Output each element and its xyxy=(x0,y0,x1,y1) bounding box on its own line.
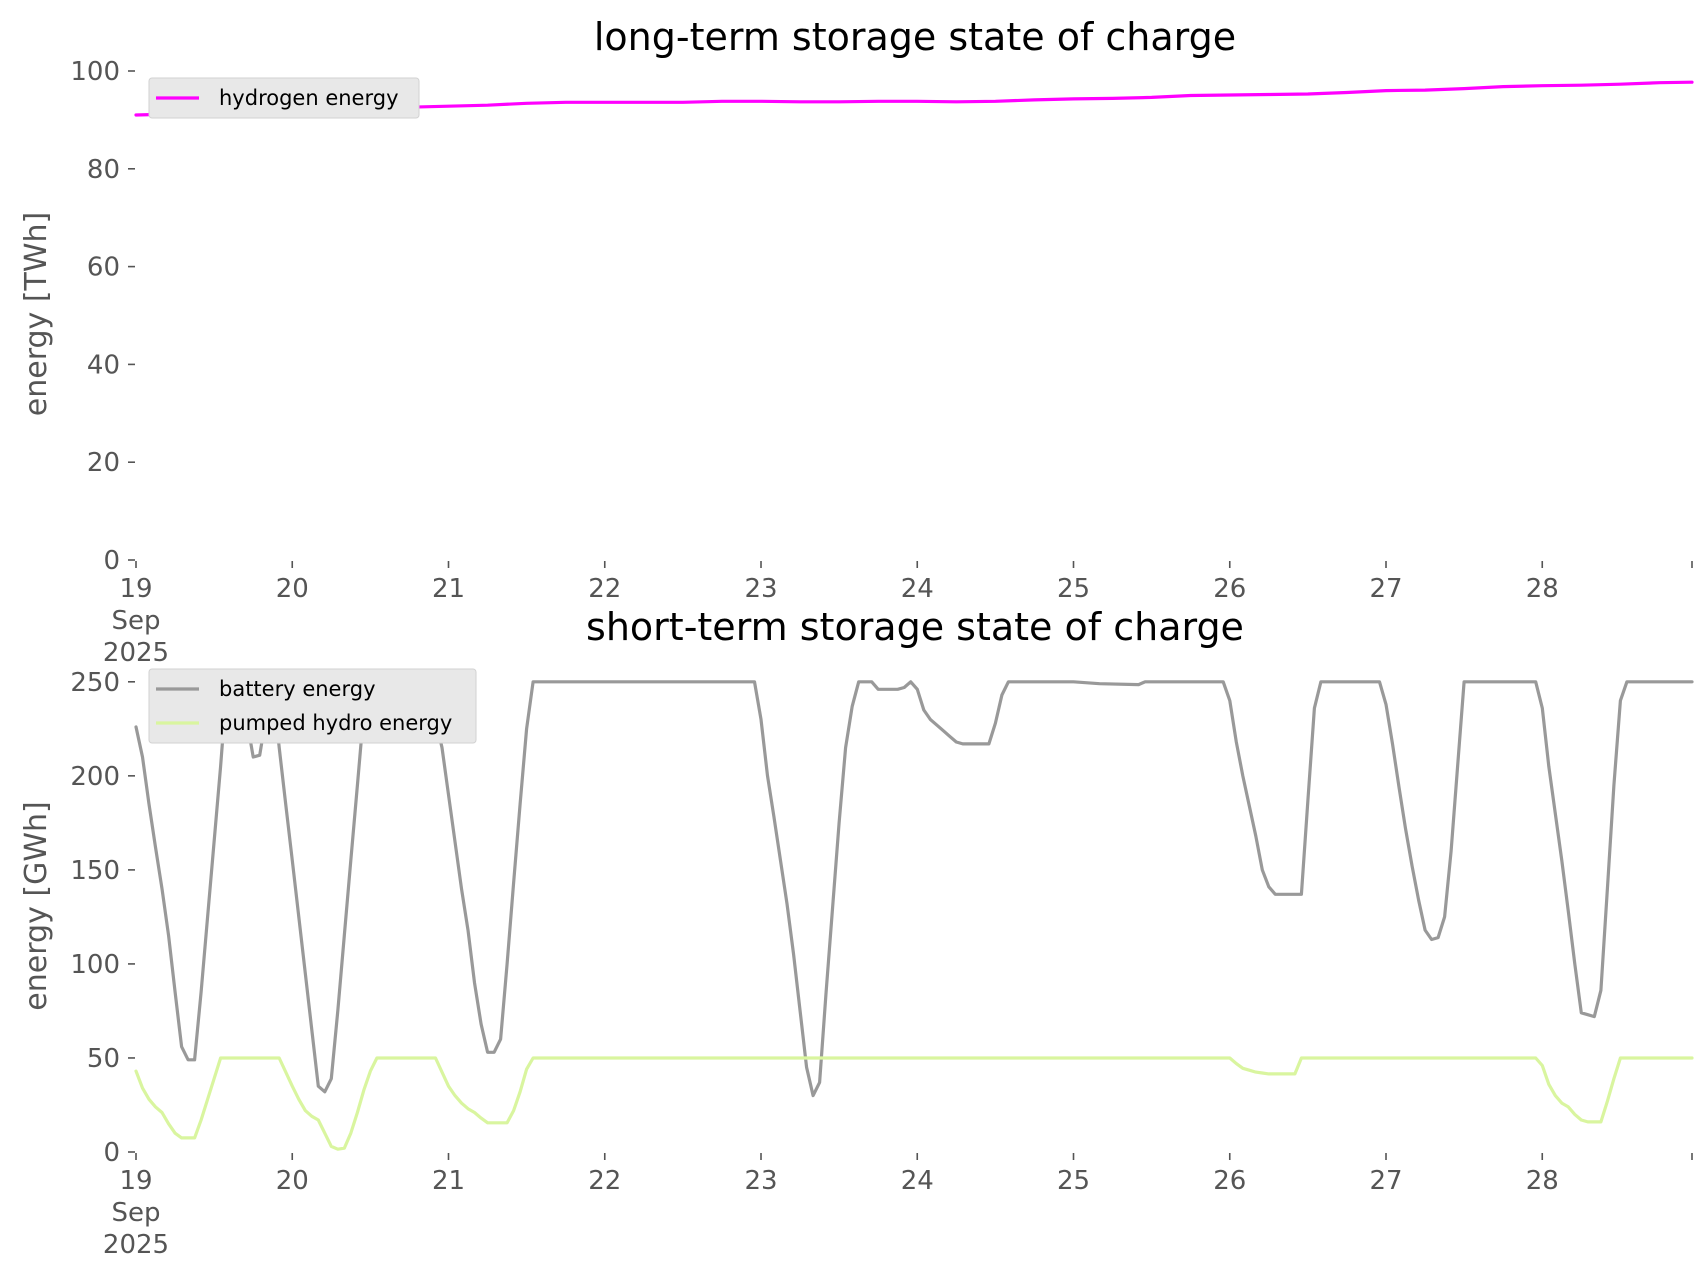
y-axis-ticks: 0 50 100 150 200 250 xyxy=(70,668,135,1168)
y-tick-label: 250 xyxy=(70,668,120,698)
legend: battery energy pumped hydro energy xyxy=(148,668,477,744)
x-tick-label: 20 xyxy=(276,1166,309,1196)
x-tick-label: 27 xyxy=(1369,574,1402,604)
y-tick-label: 50 xyxy=(87,1044,120,1074)
series-line xyxy=(134,1056,1694,1151)
x-tick-label: 26 xyxy=(1213,1166,1246,1196)
y-tick-label: 40 xyxy=(87,350,120,380)
y-axis-ticks: 0 20 40 60 80 100 xyxy=(70,57,135,576)
x-tick-label: 26 xyxy=(1213,574,1246,604)
x-tick-label: 23 xyxy=(744,1166,777,1196)
long-term-storage-panel: long-term storage state of charge energy… xyxy=(19,15,1694,668)
x-tick-label: 21 xyxy=(432,1166,465,1196)
x-tick-label: 24 xyxy=(901,574,934,604)
x-tick-label: 22 xyxy=(588,1166,621,1196)
chart-title: short-term storage state of charge xyxy=(586,605,1244,649)
legend: hydrogen energy xyxy=(148,77,420,119)
x-tick-label: Sep xyxy=(111,606,160,636)
series-lines xyxy=(134,680,1694,1151)
x-tick-label: 2025 xyxy=(103,1230,169,1260)
x-tick-label: 22 xyxy=(588,574,621,604)
short-term-storage-panel: short-term storage state of charge energ… xyxy=(19,605,1694,1260)
y-tick-label: 150 xyxy=(70,856,120,886)
y-tick-label: 100 xyxy=(70,950,120,980)
legend-label: pumped hydro energy xyxy=(219,711,452,735)
x-tick-label: 28 xyxy=(1526,1166,1559,1196)
y-tick-label: 80 xyxy=(87,155,120,185)
x-tick-label: 27 xyxy=(1369,1166,1402,1196)
y-axis-label: energy [TWh] xyxy=(19,212,54,416)
legend-label: hydrogen energy xyxy=(219,86,399,110)
y-tick-label: 20 xyxy=(87,448,120,478)
x-tick-label: 25 xyxy=(1057,1166,1090,1196)
chart-title: long-term storage state of charge xyxy=(594,15,1236,59)
x-tick-label: 19 xyxy=(119,1166,152,1196)
x-tick-label: 25 xyxy=(1057,574,1090,604)
x-tick-label: 28 xyxy=(1526,574,1559,604)
y-axis-label: energy [GWh] xyxy=(19,801,54,1010)
x-tick-label: Sep xyxy=(111,1198,160,1228)
legend-box xyxy=(148,77,420,119)
y-tick-label: 100 xyxy=(70,57,120,87)
legend-box xyxy=(148,668,477,744)
x-tick-label: 21 xyxy=(432,574,465,604)
x-tick-label: 19 xyxy=(119,574,152,604)
y-tick-label: 200 xyxy=(70,762,120,792)
legend-label: battery energy xyxy=(219,677,376,701)
y-tick-label: 60 xyxy=(87,253,120,283)
x-tick-label: 24 xyxy=(901,1166,934,1196)
y-tick-label: 0 xyxy=(103,546,120,576)
x-tick-label: 20 xyxy=(276,574,309,604)
x-tick-label: 23 xyxy=(744,574,777,604)
x-tick-label: 2025 xyxy=(103,638,169,668)
y-tick-label: 0 xyxy=(103,1138,120,1168)
series-line xyxy=(134,680,1694,1098)
